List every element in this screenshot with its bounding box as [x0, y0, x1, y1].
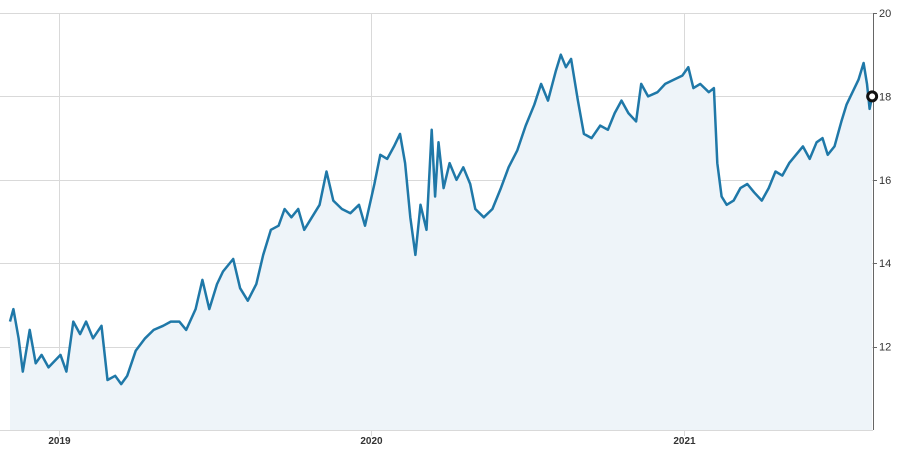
- y-tick-label: 14: [879, 258, 891, 270]
- x-tick-label: 2020: [360, 436, 383, 447]
- y-tick-label: 18: [879, 91, 891, 103]
- x-tick-label: 2021: [673, 436, 696, 447]
- price-line: [8, 53, 874, 386]
- y-tick-label: 16: [879, 175, 891, 187]
- y-axis-labels: 12 14 16 18 20: [879, 8, 891, 354]
- x-tick-label: 2019: [48, 436, 71, 447]
- x-axis-labels: 2019 2020 2021: [48, 436, 696, 447]
- y-tick-label: 12: [879, 342, 891, 354]
- current-price-marker[interactable]: [866, 90, 879, 103]
- price-area-fill: [10, 54, 873, 430]
- y-tick-label: 20: [879, 8, 891, 20]
